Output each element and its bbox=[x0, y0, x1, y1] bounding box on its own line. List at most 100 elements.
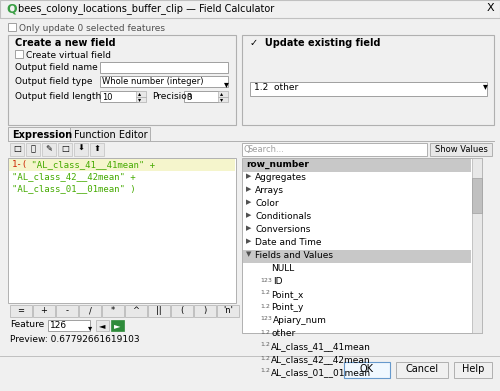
Text: ▶: ▶ bbox=[246, 186, 252, 192]
Bar bbox=[33, 305, 55, 317]
Bar bbox=[396, 362, 448, 378]
Bar bbox=[10, 305, 32, 317]
Text: 1.2: 1.2 bbox=[260, 303, 270, 308]
Bar bbox=[430, 143, 492, 156]
Text: =: = bbox=[18, 306, 24, 315]
Text: AL_class_42__42mean: AL_class_42__42mean bbox=[271, 355, 370, 364]
Bar bbox=[242, 143, 427, 156]
Bar bbox=[218, 91, 228, 97]
Bar bbox=[243, 250, 471, 263]
Text: Q: Q bbox=[244, 145, 250, 154]
Text: Output field name: Output field name bbox=[15, 63, 98, 72]
Text: 10: 10 bbox=[102, 93, 113, 102]
Text: X: X bbox=[487, 3, 494, 13]
Bar bbox=[15, 50, 23, 58]
Text: □: □ bbox=[61, 144, 69, 153]
Text: row_number: row_number bbox=[246, 160, 309, 169]
Text: /: / bbox=[88, 306, 92, 315]
Text: bees_colony_locations_buffer_clip — Field Calculator: bees_colony_locations_buffer_clip — Fiel… bbox=[18, 3, 274, 14]
Bar bbox=[184, 91, 219, 102]
Text: ▾: ▾ bbox=[88, 323, 92, 332]
Text: Expression: Expression bbox=[12, 130, 72, 140]
Text: 3: 3 bbox=[186, 93, 192, 102]
Bar bbox=[125, 305, 147, 317]
Text: 1-(: 1-( bbox=[12, 160, 28, 169]
Bar bbox=[217, 305, 239, 317]
Text: AL_class_01__01mean: AL_class_01__01mean bbox=[271, 368, 371, 377]
Text: 'n': 'n' bbox=[223, 306, 233, 315]
Text: ▾: ▾ bbox=[138, 97, 141, 102]
Bar bbox=[171, 305, 193, 317]
Bar bbox=[111, 320, 124, 331]
Text: ✎: ✎ bbox=[46, 144, 52, 153]
Text: ): ) bbox=[204, 306, 206, 315]
Text: AL_class_41__41mean: AL_class_41__41mean bbox=[271, 342, 371, 351]
Bar bbox=[344, 362, 390, 378]
Text: 123: 123 bbox=[260, 278, 272, 283]
Text: Show Values: Show Values bbox=[434, 145, 488, 154]
Text: "AL_class_42__42mean" +: "AL_class_42__42mean" + bbox=[12, 172, 136, 181]
Text: ||: || bbox=[156, 306, 162, 315]
Bar bbox=[8, 127, 70, 141]
Bar bbox=[48, 320, 90, 331]
Bar bbox=[96, 320, 109, 331]
Bar bbox=[26, 143, 40, 156]
Text: +: + bbox=[40, 306, 48, 315]
Text: Feature: Feature bbox=[10, 320, 44, 329]
Text: ID: ID bbox=[273, 277, 282, 286]
Bar bbox=[79, 305, 101, 317]
Bar bbox=[136, 91, 146, 97]
Text: Point_y: Point_y bbox=[271, 303, 304, 312]
Text: Arrays: Arrays bbox=[255, 186, 284, 195]
Text: ▾: ▾ bbox=[220, 97, 223, 102]
Text: other: other bbox=[271, 329, 295, 338]
Bar bbox=[8, 23, 16, 31]
Text: ▶: ▶ bbox=[246, 238, 252, 244]
Text: 1.2  other: 1.2 other bbox=[254, 84, 298, 93]
Text: Whole number (integer): Whole number (integer) bbox=[102, 77, 204, 86]
Text: Color: Color bbox=[255, 199, 278, 208]
Text: Q: Q bbox=[6, 3, 16, 16]
Bar bbox=[70, 127, 150, 141]
Bar bbox=[243, 159, 471, 172]
Text: □: □ bbox=[13, 144, 21, 153]
Bar bbox=[136, 97, 146, 102]
Text: ▾: ▾ bbox=[483, 81, 488, 91]
Text: ◄: ◄ bbox=[99, 321, 105, 330]
Text: Create a new field: Create a new field bbox=[15, 38, 116, 48]
Text: Only update 0 selected features: Only update 0 selected features bbox=[19, 24, 165, 33]
Text: Aggregates: Aggregates bbox=[255, 173, 307, 182]
Text: 💾: 💾 bbox=[30, 144, 36, 153]
Bar bbox=[74, 143, 88, 156]
Bar bbox=[9, 159, 235, 171]
Text: 1.2: 1.2 bbox=[260, 291, 270, 296]
Text: *: * bbox=[111, 306, 115, 315]
Text: Apiary_num: Apiary_num bbox=[273, 316, 327, 325]
Text: Create virtual field: Create virtual field bbox=[26, 51, 111, 60]
Bar bbox=[100, 91, 138, 102]
Text: ►: ► bbox=[114, 321, 120, 330]
Bar bbox=[100, 76, 228, 87]
Text: 1.2: 1.2 bbox=[260, 343, 270, 348]
Bar bbox=[0, 0, 500, 18]
Text: ⬇: ⬇ bbox=[78, 144, 84, 153]
Text: 1.2: 1.2 bbox=[260, 355, 270, 361]
Bar bbox=[250, 82, 487, 96]
Bar bbox=[8, 35, 236, 125]
Text: 123: 123 bbox=[260, 316, 272, 321]
Bar bbox=[10, 143, 24, 156]
Bar bbox=[102, 305, 124, 317]
Text: 1.2: 1.2 bbox=[260, 330, 270, 334]
Text: ⬆: ⬆ bbox=[94, 144, 100, 153]
Text: ✓  Update existing field: ✓ Update existing field bbox=[250, 38, 380, 48]
Bar bbox=[58, 143, 72, 156]
Text: Conversions: Conversions bbox=[255, 225, 310, 234]
Text: ▶: ▶ bbox=[246, 225, 252, 231]
Text: Function Editor: Function Editor bbox=[74, 130, 148, 140]
Text: ▶: ▶ bbox=[246, 212, 252, 218]
Bar bbox=[218, 97, 228, 102]
Text: Point_x: Point_x bbox=[271, 290, 304, 299]
Text: ▴: ▴ bbox=[138, 91, 141, 97]
Bar bbox=[100, 62, 228, 73]
Text: 126: 126 bbox=[50, 321, 67, 330]
